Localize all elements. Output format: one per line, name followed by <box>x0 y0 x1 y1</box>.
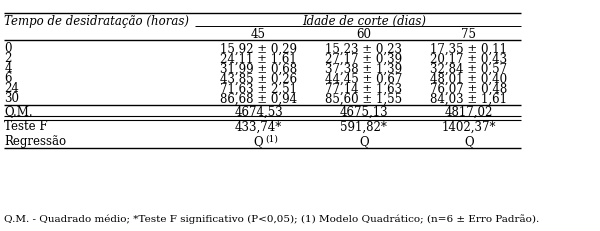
Text: 24: 24 <box>4 82 19 95</box>
Text: 6: 6 <box>4 73 12 85</box>
Text: 20,17 ± 0,43: 20,17 ± 0,43 <box>430 52 508 66</box>
Text: Idade de corte (dias): Idade de corte (dias) <box>302 15 426 27</box>
Text: 0: 0 <box>4 43 12 55</box>
Text: 60: 60 <box>356 28 371 42</box>
Text: 43,85 ± 0,26: 43,85 ± 0,26 <box>220 73 297 85</box>
Text: (1): (1) <box>266 134 278 143</box>
Text: 84,03 ± 1,61: 84,03 ± 1,61 <box>430 92 508 106</box>
Text: 37,38 ± 1,39: 37,38 ± 1,39 <box>325 63 402 76</box>
Text: 48,01 ± 0,40: 48,01 ± 0,40 <box>430 73 508 85</box>
Text: 15,92 ± 0,29: 15,92 ± 0,29 <box>220 43 297 55</box>
Text: Tempo de desidratação (horas): Tempo de desidratação (horas) <box>4 15 190 27</box>
Text: 31,99 ± 0,68: 31,99 ± 0,68 <box>220 63 297 76</box>
Text: 30: 30 <box>4 92 19 106</box>
Text: 86,68 ± 0,94: 86,68 ± 0,94 <box>220 92 297 106</box>
Text: 27,17 ± 0,39: 27,17 ± 0,39 <box>325 52 402 66</box>
Text: 17,35 ± 0,11: 17,35 ± 0,11 <box>430 43 508 55</box>
Text: 71,63 ± 2,51: 71,63 ± 2,51 <box>220 82 297 95</box>
Text: 4674,53: 4674,53 <box>234 106 283 119</box>
Text: Q.M.: Q.M. <box>4 106 33 119</box>
Text: 4817,02: 4817,02 <box>445 106 493 119</box>
Text: 15,23 ± 0,23: 15,23 ± 0,23 <box>325 43 402 55</box>
Text: 85,60 ± 1,55: 85,60 ± 1,55 <box>325 92 402 106</box>
Text: 75: 75 <box>461 28 476 42</box>
Text: 76,07 ± 0,48: 76,07 ± 0,48 <box>430 82 508 95</box>
Text: 77,14 ± 1,63: 77,14 ± 1,63 <box>325 82 402 95</box>
Text: 1402,37*: 1402,37* <box>442 121 496 134</box>
Text: 4675,13: 4675,13 <box>340 106 388 119</box>
Text: Q: Q <box>464 136 474 149</box>
Text: Regressão: Regressão <box>4 136 67 149</box>
Text: 2: 2 <box>4 52 12 66</box>
Text: 4: 4 <box>4 63 12 76</box>
Text: Q: Q <box>359 136 368 149</box>
Text: Q: Q <box>254 136 263 149</box>
Text: 433,74*: 433,74* <box>235 121 282 134</box>
Text: 591,82*: 591,82* <box>340 121 387 134</box>
Text: 24,11 ± 1,61: 24,11 ± 1,61 <box>220 52 297 66</box>
Text: Teste F: Teste F <box>4 121 48 134</box>
Text: 45: 45 <box>251 28 266 42</box>
Text: 44,45 ± 0,67: 44,45 ± 0,67 <box>325 73 403 85</box>
Text: Q.M. - Quadrado médio; *Teste F significativo (P<0,05); (1) Modelo Quadrático; (: Q.M. - Quadrado médio; *Teste F signific… <box>4 214 539 224</box>
Text: 32,84 ± 0,57: 32,84 ± 0,57 <box>430 63 508 76</box>
